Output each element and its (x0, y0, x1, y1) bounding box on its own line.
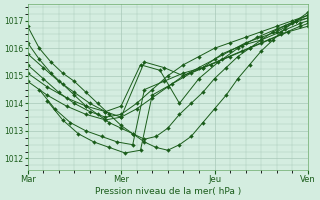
X-axis label: Pression niveau de la mer( hPa ): Pression niveau de la mer( hPa ) (95, 187, 241, 196)
